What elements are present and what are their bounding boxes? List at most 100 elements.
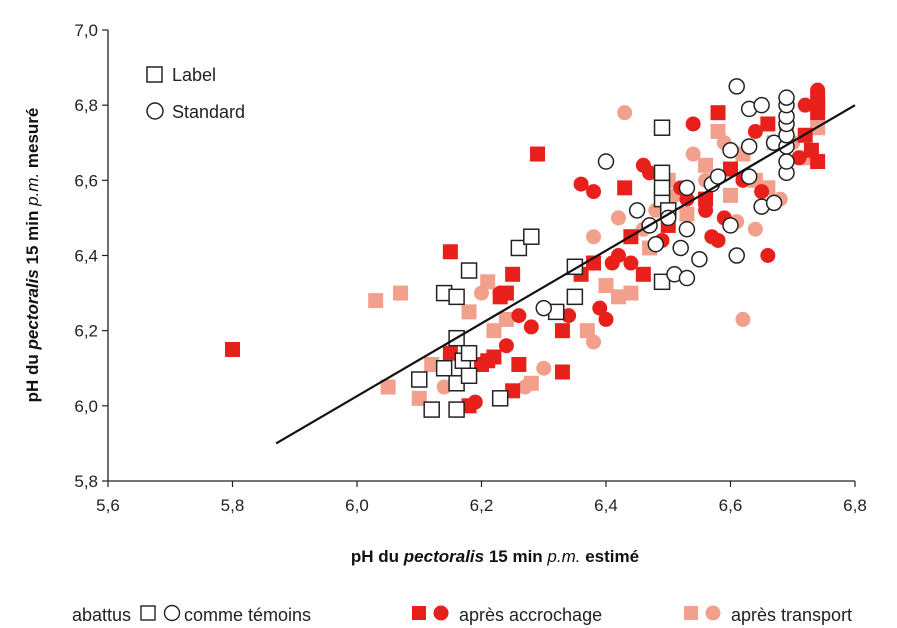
temoins-square-point bbox=[423, 401, 440, 418]
temoins-circle-point bbox=[535, 299, 552, 317]
y-tick-label: 6,0 bbox=[74, 397, 98, 416]
accrochage-circle-point bbox=[498, 338, 514, 354]
temoins-circle-point bbox=[753, 96, 770, 114]
transport-square-point bbox=[380, 379, 396, 395]
transport-square-point bbox=[623, 285, 639, 301]
accrochage-circle-point bbox=[623, 255, 639, 271]
accrochage-circle-point bbox=[592, 300, 608, 316]
x-tick-label: 6,0 bbox=[345, 496, 369, 515]
legend-transport-square bbox=[684, 606, 698, 620]
accrochage-square-point bbox=[442, 244, 458, 260]
legend-accrochage-square bbox=[412, 606, 426, 620]
transport-circle-point bbox=[586, 229, 602, 245]
accrochage-circle-point bbox=[810, 82, 826, 98]
bottom-legend-prefix: abattus bbox=[72, 605, 131, 625]
transport-square-point bbox=[486, 323, 502, 339]
transport-square-point bbox=[368, 293, 384, 309]
accrochage-square-point bbox=[635, 266, 651, 282]
legend: Label Standard bbox=[146, 65, 245, 122]
y-tick-label: 6,4 bbox=[74, 247, 98, 266]
transport-square-point bbox=[710, 123, 726, 139]
transport-circle-point bbox=[586, 334, 602, 350]
temoins-square-point bbox=[460, 367, 478, 385]
transport-square-point bbox=[679, 206, 695, 222]
accrochage-circle-point bbox=[685, 116, 701, 132]
y-axis-title: pH du pectoralis 15 min p.m. mesuré bbox=[23, 108, 42, 403]
temoins-circle-point bbox=[672, 239, 689, 257]
transport-square-point bbox=[424, 356, 440, 372]
temoins-circle-point bbox=[678, 269, 696, 287]
transport-circle-point bbox=[617, 105, 633, 121]
temoins-square-point bbox=[460, 262, 478, 279]
temoins-circle-point bbox=[728, 78, 745, 95]
accrochage-square-point bbox=[530, 146, 546, 162]
temoins-circle-point bbox=[765, 194, 783, 212]
legend-accrochage-label: après accrochage bbox=[459, 605, 602, 625]
regression-line bbox=[275, 104, 856, 445]
temoins-square-point bbox=[510, 239, 528, 257]
y-tick-label: 6,6 bbox=[74, 171, 98, 190]
accrochage-circle-point bbox=[598, 311, 614, 327]
transport-circle-point bbox=[747, 221, 763, 237]
temoins-square-point bbox=[411, 371, 428, 388]
transport-circle-point bbox=[685, 146, 701, 162]
temoins-square-point bbox=[566, 288, 584, 306]
temoins-square-point bbox=[448, 401, 465, 418]
accrochage-square-point bbox=[617, 180, 633, 196]
transport-square-point bbox=[598, 278, 614, 294]
accrochage-square-point bbox=[505, 383, 521, 399]
accrochage-circle-point bbox=[561, 308, 577, 324]
legend-temoins-square bbox=[140, 605, 156, 621]
temoins-square-point bbox=[653, 164, 671, 182]
legend-accrochage-circle bbox=[433, 605, 449, 621]
accrochage-circle-point bbox=[492, 285, 508, 301]
accrochage-circle-point bbox=[710, 232, 726, 248]
temoins-square-point bbox=[653, 273, 671, 291]
accrochage-square-point bbox=[505, 266, 521, 282]
accrochage-square-point bbox=[554, 323, 570, 339]
y-tick-label: 6,2 bbox=[74, 322, 98, 341]
accrochage-circle-point bbox=[523, 319, 539, 335]
temoins-circle-point bbox=[778, 89, 795, 106]
legend-transport-label: après transport bbox=[731, 605, 852, 625]
accrochage-circle-point bbox=[754, 184, 770, 200]
temoins-circle-point bbox=[722, 217, 739, 234]
accrochage-circle-point bbox=[791, 150, 807, 166]
transport-square-point bbox=[498, 311, 514, 327]
x-tick-label: 6,2 bbox=[470, 496, 494, 515]
temoins-square-point bbox=[523, 228, 540, 245]
accrochage-square-point bbox=[442, 345, 458, 361]
temoins-square-point bbox=[435, 360, 453, 377]
temoins-circle-point bbox=[728, 247, 745, 264]
accrochage-square-point bbox=[225, 341, 240, 357]
temoins-square-point bbox=[491, 390, 509, 407]
accrochage-square-point bbox=[511, 356, 527, 372]
transport-circle-point bbox=[610, 210, 626, 226]
accrochage-circle-point bbox=[511, 308, 527, 324]
y-tick-label: 7,0 bbox=[74, 21, 98, 40]
tick-labels: 5,6 5,8 6,0 6,2 6,4 6,6 6,8 5,8 6,0 6,2 6,4 6,6 6,8 7… bbox=[74, 21, 866, 515]
accrochage-circle-point bbox=[679, 191, 695, 207]
temoins-square-point bbox=[448, 288, 465, 306]
transport-square-point bbox=[393, 285, 409, 301]
accrochage-circle-point bbox=[797, 97, 813, 113]
temoins-circle-point bbox=[778, 153, 795, 170]
temoins-circle-point bbox=[740, 168, 758, 185]
transport-square-point bbox=[461, 304, 477, 320]
temoins-circle-point bbox=[722, 142, 739, 159]
legend-square-symbol bbox=[146, 66, 163, 83]
transport-circle-point bbox=[536, 360, 552, 376]
transport-square-point bbox=[411, 390, 427, 406]
x-tick-label: 6,6 bbox=[719, 496, 743, 515]
bottom-legend: abattus comme témoins après accrochage a… bbox=[72, 604, 852, 625]
accrochage-square-point bbox=[723, 161, 738, 177]
legend-label-label: Label bbox=[172, 65, 216, 85]
accrochage-square-point bbox=[554, 364, 570, 380]
accrochage-square-point bbox=[803, 142, 819, 158]
transport-square-point bbox=[610, 289, 626, 305]
accrochage-circle-point bbox=[642, 165, 658, 181]
accrochage-circle-point bbox=[467, 394, 483, 410]
x-axis-title: pH du pectoralis 15 min p.m. estimé bbox=[351, 547, 639, 566]
transport-square-point bbox=[723, 187, 738, 203]
x-tick-label: 5,8 bbox=[221, 496, 245, 515]
